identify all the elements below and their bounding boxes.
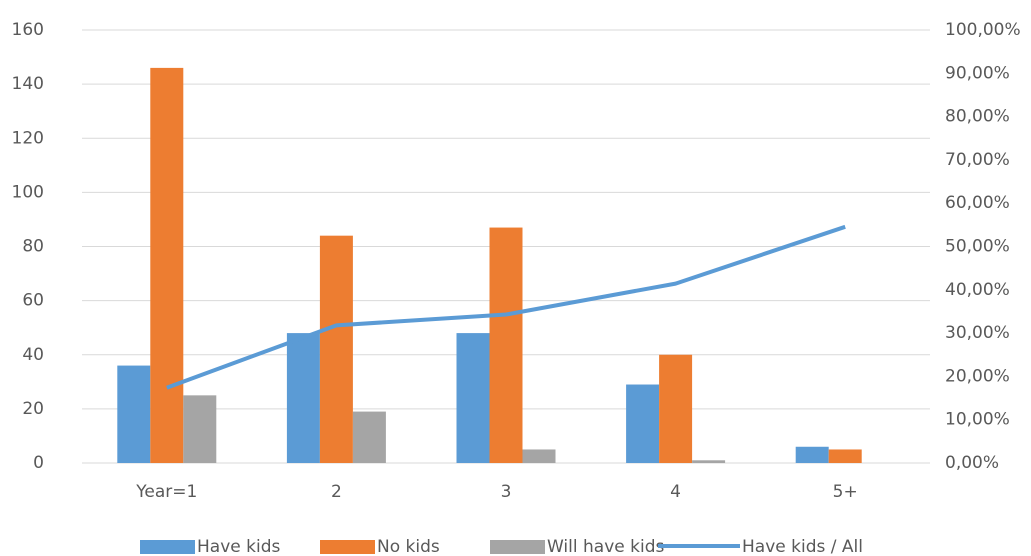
y-tick-label: 40 — [22, 345, 44, 365]
y2-tick-label: 10,00% — [945, 410, 1010, 430]
y-tick-label: 80 — [22, 237, 44, 257]
bar — [489, 227, 523, 463]
bar — [692, 460, 726, 463]
legend-label: No kids — [377, 537, 440, 556]
y2-tick-label: 60,00% — [945, 193, 1010, 213]
y2-tick-label: 40,00% — [945, 280, 1010, 300]
bar — [795, 446, 829, 463]
y-tick-label: 100 — [12, 182, 44, 202]
bar — [286, 333, 320, 463]
y2-tick-label: 50,00% — [945, 237, 1010, 257]
y2-tick-label: 0,00% — [945, 453, 999, 473]
y-tick-label: 160 — [12, 20, 44, 40]
bar — [183, 395, 217, 463]
legend-label: Have kids / All — [742, 537, 863, 556]
bar — [828, 449, 862, 463]
bar — [456, 333, 490, 463]
bar — [352, 411, 386, 463]
bar — [150, 67, 184, 463]
x-tick-label: 2 — [331, 482, 342, 502]
y-tick-label: 20 — [22, 399, 44, 419]
bar — [117, 365, 151, 463]
y2-tick-label: 100,00% — [945, 20, 1021, 40]
y-tick-label: 60 — [22, 291, 44, 311]
bar — [659, 354, 693, 463]
x-tick-label: Year=1 — [135, 482, 197, 502]
bar — [626, 384, 660, 463]
x-tick-label: 5+ — [833, 482, 858, 502]
legend-label: Will have kids — [547, 537, 664, 556]
x-tick-label: 3 — [501, 482, 512, 502]
y2-tick-label: 70,00% — [945, 150, 1010, 170]
legend-swatch — [320, 540, 375, 554]
y2-tick-label: 20,00% — [945, 366, 1010, 386]
x-tick-label: 4 — [670, 482, 681, 502]
legend-swatch — [490, 540, 545, 554]
bar — [522, 449, 556, 463]
legend-swatch — [140, 540, 195, 554]
bar — [319, 235, 353, 463]
y2-tick-label: 30,00% — [945, 323, 1010, 343]
y-tick-label: 140 — [12, 74, 44, 94]
y2-tick-label: 80,00% — [945, 107, 1010, 127]
y-tick-label: 0 — [33, 453, 44, 473]
y2-tick-label: 90,00% — [945, 63, 1010, 83]
legend-label: Have kids — [197, 537, 280, 556]
y-tick-label: 120 — [12, 128, 44, 148]
line — [166, 224, 846, 390]
